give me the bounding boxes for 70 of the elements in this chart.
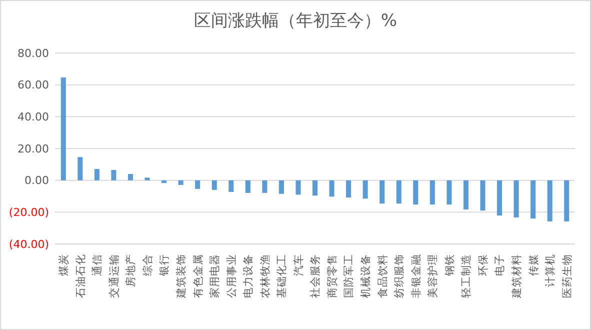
x-tick-label: 非银金融 [409,254,422,298]
bar [111,170,116,180]
x-tick-label: 有色金属 [192,254,204,298]
bar [78,157,83,180]
x-tick-label: 机械设备 [359,254,372,298]
x-tick-label: 家用电器 [208,254,222,298]
x-tick-label: 银行 [158,254,171,277]
x-tick-label: 汽车 [292,254,305,276]
x-tick-label: 房地产 [124,254,138,287]
bar [396,180,402,204]
x-tick-label: 社会服务 [308,254,322,298]
bar [94,169,100,180]
x-tick-label: 交通运输 [107,254,120,298]
x-tick-label: 通信 [90,254,104,276]
y-tick-label: 20.00 [18,142,49,156]
x-tick-label: 计算机 [544,254,557,287]
bar [530,180,536,219]
bar [262,180,268,193]
bar [346,180,352,198]
bar [312,180,318,196]
x-tick-label: 建筑材料 [510,254,523,299]
bar [446,180,452,205]
bar [329,180,334,197]
y-tick-label: (20.00) [8,206,49,220]
x-tick-label: 轻工制造 [460,254,473,298]
x-tick-label: 煤炭 [57,254,70,276]
bar [245,180,250,193]
bar [413,180,418,205]
x-tick-label: 农林牧渔 [258,254,272,298]
x-tick-label: 国防军工 [342,254,356,298]
bar [128,174,133,180]
bar [162,180,167,184]
x-tick-label: 纺织服饰 [392,254,406,298]
x-tick-label: 钢铁 [444,254,456,277]
x-tick-label: 医药生物 [560,254,574,298]
y-tick-label: 0.00 [24,174,49,188]
x-tick-label: 公用事业 [224,254,238,298]
x-tick-label: 石油石化 [74,254,87,298]
bar [463,180,468,210]
x-tick-label: 环保 [477,254,490,276]
y-tick-label: 60.00 [18,78,49,92]
y-tick-label: 40.00 [18,110,49,124]
bar [514,180,519,218]
chart-title: 区间涨跌幅（年初至今）% [194,11,398,31]
x-tick-label: 传媒 [528,254,540,276]
x-tick-label: 基础化工 [275,254,288,298]
bar [380,180,385,204]
bar [60,78,66,180]
bar [278,180,284,194]
x-tick-label: 食品饮料 [376,254,389,298]
x-tick-label: 美容护理 [426,254,440,298]
bar [296,180,301,195]
bar [564,180,570,222]
bar [480,180,486,211]
bar [212,180,217,190]
bar [144,178,150,180]
y-tick-label: (40.00) [8,238,49,251]
x-tick-label: 电力设备 [242,254,255,298]
bar [195,180,200,189]
x-tick-label: 综合 [140,254,154,276]
x-tick-label: 建筑装饰 [174,254,188,299]
bar [497,180,502,216]
bar [430,180,435,205]
bar [547,180,552,222]
bar [362,180,368,199]
bar [178,180,184,185]
x-tick-label: 商贸零售 [325,254,338,298]
y-tick-label: 80.00 [18,46,49,60]
bar [228,180,234,192]
x-tick-label: 电子 [493,254,506,276]
